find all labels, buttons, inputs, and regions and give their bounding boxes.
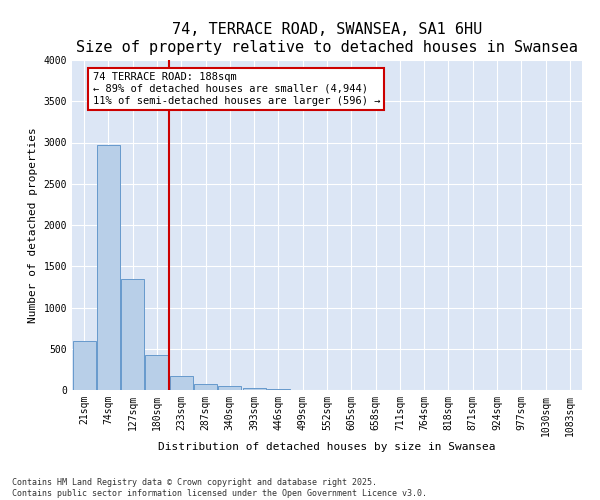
Text: 74 TERRACE ROAD: 188sqm
← 89% of detached houses are smaller (4,944)
11% of semi: 74 TERRACE ROAD: 188sqm ← 89% of detache… xyxy=(92,72,380,106)
Bar xyxy=(194,384,217,390)
X-axis label: Distribution of detached houses by size in Swansea: Distribution of detached houses by size … xyxy=(158,442,496,452)
Title: 74, TERRACE ROAD, SWANSEA, SA1 6HU
Size of property relative to detached houses : 74, TERRACE ROAD, SWANSEA, SA1 6HU Size … xyxy=(76,22,578,54)
Bar xyxy=(121,280,144,390)
Bar xyxy=(97,145,120,390)
Bar xyxy=(267,389,290,390)
Text: Contains HM Land Registry data © Crown copyright and database right 2025.
Contai: Contains HM Land Registry data © Crown c… xyxy=(12,478,427,498)
Bar xyxy=(170,376,193,390)
Bar xyxy=(73,342,95,390)
Y-axis label: Number of detached properties: Number of detached properties xyxy=(28,127,38,323)
Bar xyxy=(218,386,241,390)
Bar xyxy=(145,354,169,390)
Bar xyxy=(242,388,266,390)
